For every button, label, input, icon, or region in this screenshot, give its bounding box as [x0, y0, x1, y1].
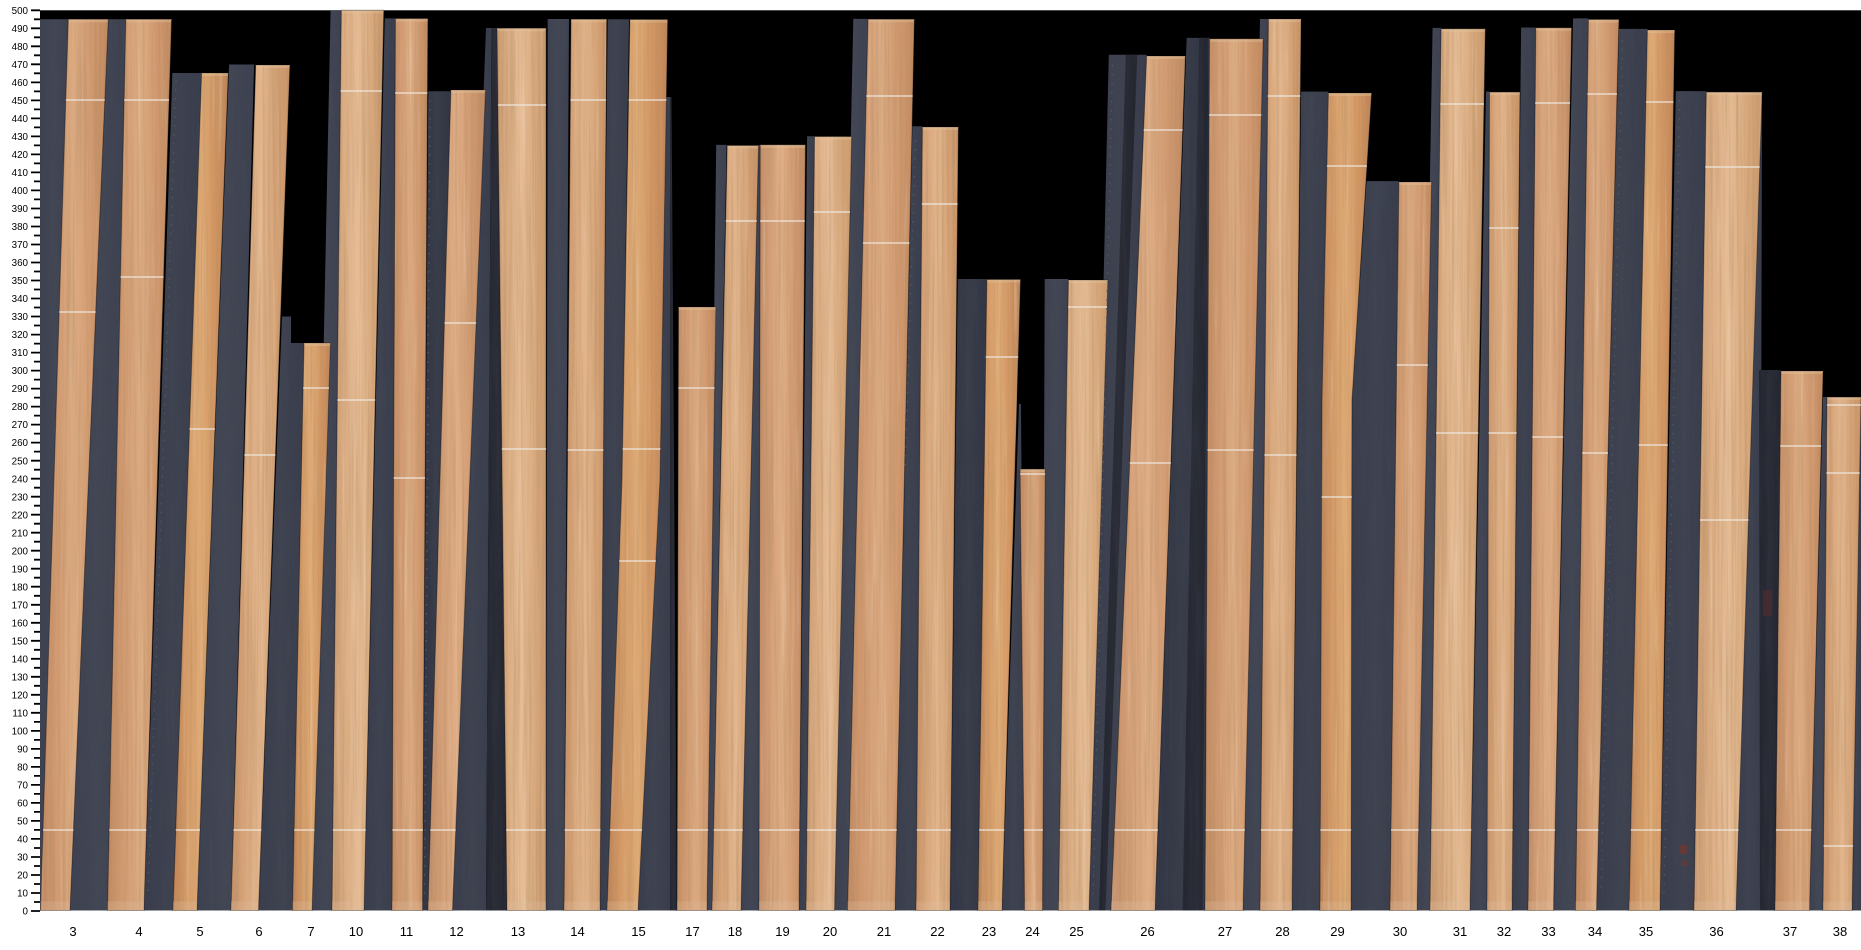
- svg-text:35: 35: [1639, 924, 1653, 939]
- svg-text:50: 50: [17, 817, 28, 828]
- svg-text:320: 320: [12, 330, 29, 341]
- svg-text:19: 19: [775, 924, 789, 939]
- svg-text:200: 200: [12, 546, 29, 557]
- svg-text:20: 20: [823, 924, 837, 939]
- svg-text:410: 410: [12, 168, 29, 179]
- svg-text:25: 25: [1069, 924, 1083, 939]
- svg-text:300: 300: [12, 366, 29, 377]
- svg-text:350: 350: [12, 276, 29, 287]
- svg-text:17: 17: [685, 924, 699, 939]
- svg-text:470: 470: [12, 60, 29, 71]
- svg-text:460: 460: [12, 78, 29, 89]
- svg-text:150: 150: [12, 636, 29, 647]
- svg-text:15: 15: [631, 924, 645, 939]
- svg-text:110: 110: [12, 708, 28, 719]
- svg-text:430: 430: [12, 132, 29, 143]
- svg-text:360: 360: [12, 258, 29, 269]
- svg-text:18: 18: [728, 924, 742, 939]
- svg-text:30: 30: [17, 853, 28, 864]
- svg-text:500: 500: [12, 6, 29, 17]
- svg-text:32: 32: [1497, 924, 1511, 939]
- svg-text:26: 26: [1140, 924, 1154, 939]
- svg-text:23: 23: [982, 924, 996, 939]
- svg-text:220: 220: [12, 510, 29, 521]
- svg-text:370: 370: [12, 240, 29, 251]
- svg-text:380: 380: [12, 222, 29, 233]
- svg-text:250: 250: [12, 456, 29, 467]
- svg-text:4: 4: [135, 924, 142, 939]
- svg-text:490: 490: [12, 24, 29, 35]
- svg-text:33: 33: [1541, 924, 1555, 939]
- svg-text:310: 310: [12, 348, 29, 359]
- svg-text:27: 27: [1218, 924, 1232, 939]
- svg-text:480: 480: [12, 42, 29, 53]
- svg-text:210: 210: [12, 528, 29, 539]
- svg-text:20: 20: [17, 871, 28, 882]
- svg-text:190: 190: [12, 564, 29, 575]
- svg-text:340: 340: [12, 294, 29, 305]
- svg-text:36: 36: [1709, 924, 1723, 939]
- svg-text:37: 37: [1783, 924, 1797, 939]
- svg-text:240: 240: [12, 474, 29, 485]
- svg-text:140: 140: [12, 654, 29, 665]
- svg-text:29: 29: [1330, 924, 1344, 939]
- svg-text:60: 60: [17, 799, 28, 810]
- svg-text:14: 14: [570, 924, 584, 939]
- svg-text:22: 22: [930, 924, 944, 939]
- svg-text:450: 450: [12, 96, 29, 107]
- svg-text:390: 390: [12, 204, 29, 215]
- svg-text:90: 90: [17, 745, 28, 756]
- svg-text:12: 12: [449, 924, 463, 939]
- svg-text:170: 170: [12, 600, 29, 611]
- svg-text:34: 34: [1588, 924, 1602, 939]
- svg-text:7: 7: [307, 924, 314, 939]
- svg-text:6: 6: [255, 924, 262, 939]
- svg-text:260: 260: [12, 438, 29, 449]
- svg-text:5: 5: [196, 924, 203, 939]
- svg-text:230: 230: [12, 492, 29, 503]
- svg-text:24: 24: [1025, 924, 1039, 939]
- svg-text:28: 28: [1275, 924, 1289, 939]
- svg-text:440: 440: [12, 114, 29, 125]
- svg-text:80: 80: [17, 763, 28, 774]
- svg-text:290: 290: [12, 384, 29, 395]
- svg-text:21: 21: [877, 924, 891, 939]
- svg-text:3: 3: [69, 924, 76, 939]
- svg-text:13: 13: [511, 924, 525, 939]
- svg-text:70: 70: [17, 781, 28, 792]
- svg-text:11: 11: [400, 924, 414, 939]
- svg-text:10: 10: [17, 889, 28, 900]
- svg-text:280: 280: [12, 402, 29, 413]
- svg-text:120: 120: [12, 690, 29, 701]
- svg-text:10: 10: [349, 924, 363, 939]
- svg-text:100: 100: [12, 727, 29, 738]
- svg-text:270: 270: [12, 420, 29, 431]
- svg-text:400: 400: [12, 186, 29, 197]
- svg-text:160: 160: [12, 618, 29, 629]
- svg-text:38: 38: [1833, 924, 1847, 939]
- svg-text:330: 330: [12, 312, 29, 323]
- svg-text:130: 130: [12, 672, 29, 683]
- svg-text:420: 420: [12, 150, 29, 161]
- svg-text:180: 180: [12, 582, 29, 593]
- svg-text:30: 30: [1393, 924, 1407, 939]
- svg-text:0: 0: [23, 907, 29, 918]
- svg-text:40: 40: [17, 835, 28, 846]
- svg-text:31: 31: [1453, 924, 1467, 939]
